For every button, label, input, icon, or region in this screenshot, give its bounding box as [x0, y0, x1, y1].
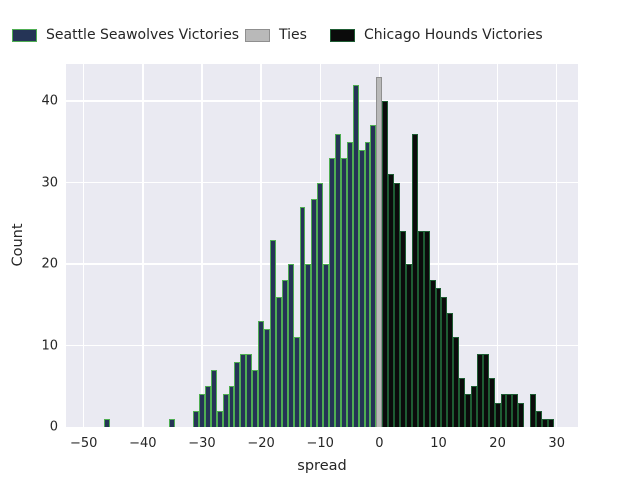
histogram-bar [364, 141, 371, 427]
gridline-y-30 [66, 181, 578, 184]
x-tick-label--10: −10 [306, 436, 334, 451]
histogram-bar [470, 386, 477, 427]
histogram-bar [388, 174, 395, 427]
histogram-bar [376, 76, 383, 427]
histogram-bar [252, 369, 259, 427]
histogram-bar [199, 394, 205, 427]
histogram-bar [435, 288, 442, 427]
histogram-bar [335, 133, 341, 427]
histogram-bar [459, 378, 466, 427]
histogram-bar [228, 386, 235, 427]
gridline-x-20 [496, 64, 499, 427]
histogram-bar [340, 158, 347, 427]
histogram-bar [204, 386, 211, 427]
gridline-x--40 [142, 64, 144, 427]
y-tick-label-30: 30 [41, 175, 58, 190]
histogram-bar [488, 378, 495, 427]
y-tick-label-0: 0 [49, 419, 58, 435]
histogram-bar [240, 353, 247, 427]
x-tick-label--30: −30 [188, 436, 216, 451]
histogram-bar [370, 125, 377, 427]
histogram-bar [411, 133, 418, 427]
x-tick-label-0: 0 [375, 436, 384, 451]
histogram-bar [299, 206, 306, 427]
histogram-bar [293, 337, 300, 427]
histogram-bar [269, 239, 276, 427]
histogram-bar [275, 296, 282, 427]
x-tick-label-20: 20 [489, 436, 506, 451]
histogram-bar [417, 231, 424, 427]
histogram-bar [518, 402, 525, 427]
histogram-bar [305, 264, 312, 427]
histogram-bar [500, 394, 507, 427]
x-tick-label-30: 30 [548, 436, 565, 451]
x-tick-label-10: 10 [430, 436, 447, 451]
histogram-bar [547, 418, 554, 427]
histogram-bar [222, 394, 229, 427]
histogram-bar [530, 394, 537, 427]
legend-label: Chicago Hounds Victories [364, 27, 543, 43]
legend-swatch-icon [245, 28, 270, 42]
gridline-y-40 [66, 100, 578, 102]
histogram-bar [512, 394, 519, 427]
gridline-x--50 [83, 64, 85, 427]
histogram-bar [264, 329, 270, 427]
legend-label: Seattle Seawolves Victories [46, 27, 240, 43]
plot-area [66, 64, 578, 427]
histogram-bar [311, 198, 318, 427]
histogram-bar [465, 394, 471, 427]
histogram-bar [323, 264, 330, 427]
histogram-bar [234, 361, 241, 427]
histogram-bar [329, 158, 335, 427]
gridline-x-10 [437, 64, 440, 427]
histogram-bar [453, 337, 460, 427]
histogram-bar [287, 264, 294, 427]
histogram-bar [405, 264, 412, 427]
legend-entry-0: Seattle Seawolves Victories [12, 27, 239, 43]
legend-label: Ties [279, 27, 307, 43]
histogram-bar [169, 418, 176, 427]
gridline-x--30 [201, 64, 203, 427]
histogram-bar [429, 280, 436, 427]
histogram-bar [382, 101, 389, 427]
legend-swatch-icon [12, 28, 37, 42]
legend-entry-1: Ties [245, 27, 307, 43]
y-axis-title: Count [10, 223, 26, 267]
histogram-bar [193, 410, 200, 427]
histogram-bar [447, 312, 454, 427]
histogram-bar [441, 296, 448, 427]
histogram-bar [352, 84, 359, 427]
histogram-bar [317, 182, 324, 427]
y-tick-label-20: 20 [41, 256, 58, 272]
histogram-bar [536, 410, 542, 427]
histogram-bar [104, 418, 111, 427]
histogram-bar [258, 321, 265, 427]
x-tick-label--20: −20 [247, 436, 275, 451]
x-tick-label--50: −50 [70, 436, 98, 451]
histogram-bar [281, 280, 288, 427]
histogram-bar [506, 394, 513, 427]
gridline-x--20 [260, 64, 262, 427]
histogram-bar [400, 231, 406, 427]
gridline-x-30 [556, 64, 558, 427]
x-tick-label--40: −40 [129, 436, 157, 451]
histogram-bar [216, 410, 223, 427]
histogram-bar [423, 231, 430, 427]
histogram-bar [394, 182, 401, 427]
histogram-bar [494, 402, 501, 427]
histogram-bar [482, 353, 489, 427]
histogram-bar [210, 369, 217, 427]
legend-entry-2: Chicago Hounds Victories [330, 27, 543, 43]
y-tick-label-10: 10 [41, 338, 58, 353]
histogram-bar [358, 149, 365, 427]
histogram-bar [246, 353, 253, 427]
legend-swatch-icon [330, 28, 355, 42]
histogram-bar [476, 353, 483, 427]
histogram-bar [541, 418, 548, 427]
x-axis-title: spread [297, 458, 347, 474]
y-tick-label-40: 40 [41, 93, 58, 109]
histogram-bar [346, 141, 353, 427]
